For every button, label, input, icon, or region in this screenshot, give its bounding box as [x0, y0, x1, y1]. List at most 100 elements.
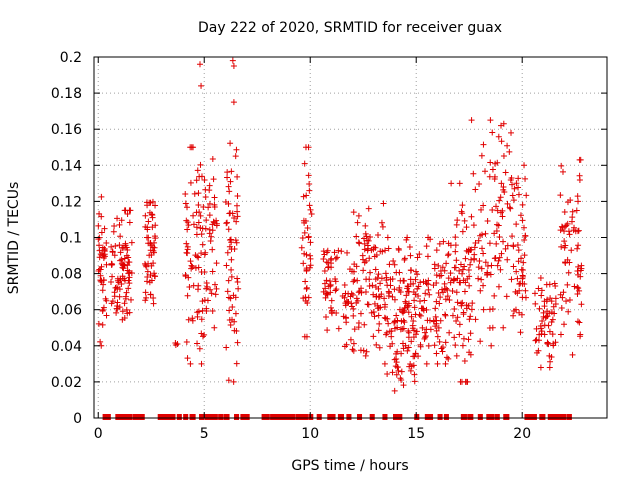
- data-point: [571, 283, 578, 290]
- zero-value-marker: [346, 414, 352, 420]
- data-point: [350, 305, 357, 312]
- data-point: [507, 176, 514, 183]
- data-point: [222, 199, 229, 206]
- data-point: [232, 237, 239, 244]
- data-point: [391, 286, 398, 293]
- data-point: [548, 354, 555, 361]
- data-point: [463, 305, 470, 312]
- data-point: [489, 166, 496, 173]
- data-point: [443, 354, 450, 361]
- data-point: [384, 370, 391, 377]
- data-point: [146, 199, 153, 206]
- data-point: [302, 217, 309, 224]
- data-point: [396, 269, 403, 276]
- data-point: [350, 268, 357, 275]
- data-point: [456, 321, 463, 328]
- data-point: [211, 324, 218, 331]
- zero-value-marker: [280, 414, 296, 420]
- data-point: [515, 184, 522, 191]
- data-point: [323, 314, 330, 321]
- zero-value-marker: [477, 414, 483, 420]
- zero-value-marker: [234, 414, 240, 420]
- data-point: [541, 322, 548, 329]
- data-point: [565, 308, 572, 315]
- data-point: [184, 204, 191, 211]
- data-point: [452, 234, 459, 241]
- data-point: [301, 160, 308, 167]
- data-point: [471, 244, 478, 251]
- data-point: [489, 207, 496, 214]
- data-point: [196, 345, 203, 352]
- y-tick-label: 0.14: [51, 158, 82, 174]
- data-point: [114, 277, 121, 284]
- data-point: [117, 233, 124, 240]
- data-point: [127, 296, 134, 303]
- data-point: [302, 144, 309, 151]
- data-point: [489, 324, 496, 331]
- data-point: [350, 340, 357, 347]
- data-point: [306, 187, 313, 194]
- data-point: [149, 224, 156, 231]
- data-point: [575, 263, 582, 270]
- data-point: [303, 192, 310, 199]
- data-point: [321, 251, 328, 258]
- data-point: [498, 180, 505, 187]
- data-point: [96, 254, 103, 261]
- data-point: [119, 261, 126, 268]
- data-point: [366, 276, 373, 283]
- data-point: [433, 247, 440, 254]
- data-point: [482, 230, 489, 237]
- data-point: [475, 264, 482, 271]
- data-point: [366, 282, 373, 289]
- data-point: [391, 261, 398, 268]
- data-point: [557, 192, 564, 199]
- data-point: [377, 304, 384, 311]
- data-point: [522, 233, 529, 240]
- data-point: [350, 347, 357, 354]
- data-point: [384, 315, 391, 322]
- data-point: [458, 208, 465, 215]
- data-point: [234, 279, 241, 286]
- data-point: [393, 356, 400, 363]
- data-point: [434, 360, 441, 367]
- data-point: [195, 202, 202, 209]
- y-tick-label: 0: [73, 411, 82, 427]
- data-point: [308, 210, 315, 217]
- data-point: [512, 288, 519, 295]
- data-point: [552, 282, 559, 289]
- data-point: [183, 249, 190, 256]
- zero-value-marker: [102, 414, 111, 420]
- data-point: [562, 259, 569, 266]
- data-point: [577, 267, 584, 274]
- data-point: [454, 314, 461, 321]
- data-point: [351, 261, 358, 268]
- data-point: [356, 288, 363, 295]
- data-point: [108, 243, 115, 250]
- data-point: [231, 245, 238, 252]
- data-point: [442, 311, 449, 318]
- data-point: [421, 297, 428, 304]
- zero-value-marker: [204, 414, 210, 420]
- data-point: [513, 180, 520, 187]
- data-point: [194, 253, 201, 260]
- data-point: [187, 179, 194, 186]
- data-point: [323, 290, 330, 297]
- data-point: [306, 202, 313, 209]
- data-point: [233, 146, 240, 153]
- data-point: [126, 269, 133, 276]
- data-point: [498, 250, 505, 257]
- data-point: [388, 333, 395, 340]
- data-point: [123, 252, 130, 259]
- grid-lines: [94, 56, 607, 419]
- data-point: [506, 204, 513, 211]
- data-point: [422, 333, 429, 340]
- data-point: [481, 168, 488, 175]
- data-point: [467, 261, 474, 268]
- data-point: [185, 274, 192, 281]
- data-point: [97, 338, 104, 345]
- data-point: [149, 198, 156, 205]
- data-point: [516, 287, 523, 294]
- data-point: [360, 235, 367, 242]
- data-point: [209, 227, 216, 234]
- data-point: [562, 223, 569, 230]
